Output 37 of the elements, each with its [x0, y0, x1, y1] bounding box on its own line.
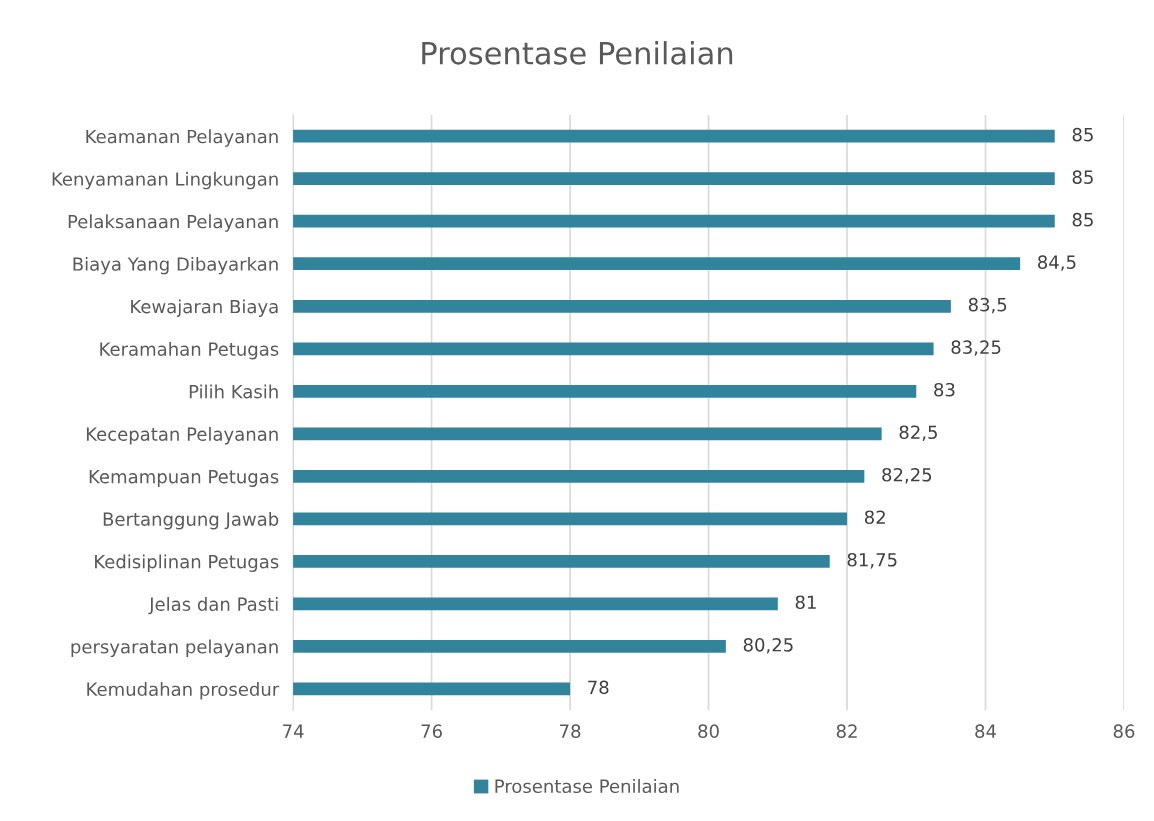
y-tick-label: Kemudahan prosedur [87, 682, 280, 700]
x-tick-label: 76 [421, 724, 442, 739]
y-tick-label: Kedisiplinan Petugas [95, 554, 279, 572]
y-tick-label: Keramahan Petugas [100, 341, 279, 360]
data-label: 78 [588, 680, 609, 695]
data-label: 81,75 [847, 552, 897, 569]
y-tick-label: Pilih Kasih [189, 384, 278, 399]
data-label: 85 [1072, 170, 1093, 184]
legend-label: Prosentase Penilaian [495, 779, 679, 794]
x-tick-label: 82 [836, 724, 857, 739]
y-tick-label: persyaratan pelayanan [71, 639, 278, 658]
y-tick-label: Keamanan Pelayanan [86, 129, 278, 147]
y-tick-label: Pelaksanaan Pelayanan [68, 214, 278, 232]
y-tick-label: Biaya Yang Dibayarkan [73, 256, 278, 275]
data-label: 83,25 [951, 340, 1001, 356]
chart-title: Prosentase Penilaian [422, 41, 733, 65]
data-label: 82 [864, 510, 885, 525]
x-tick-label: 80 [698, 724, 719, 739]
y-tick-label: Jelas dan Pasti [148, 597, 278, 615]
data-label: 85 [1072, 127, 1093, 142]
data-label: 85 [1072, 212, 1093, 227]
x-tick-label: 74 [283, 724, 304, 738]
data-label: 83,5 [968, 297, 1007, 314]
x-tick-label: 86 [1113, 724, 1135, 739]
data-label: 82,5 [899, 425, 937, 441]
y-tick-label: Kemampuan Petugas [89, 470, 279, 487]
data-label: 84,5 [1038, 255, 1076, 271]
y-tick-label: Kewajaran Biaya [131, 299, 278, 317]
x-tick-label: 84 [975, 724, 996, 739]
y-tick-label: Kenyamanan Lingkungan [52, 171, 278, 190]
y-tick-label: Bertanggung Jawab [103, 511, 279, 530]
data-label: 82,25 [882, 467, 932, 484]
y-tick-label: Kecepatan Pelayanan [86, 426, 278, 445]
x-tick-label: 78 [560, 724, 581, 739]
data-label: 83 [934, 382, 955, 397]
data-label: 81 [795, 595, 816, 610]
data-label: 80,25 [743, 637, 793, 654]
